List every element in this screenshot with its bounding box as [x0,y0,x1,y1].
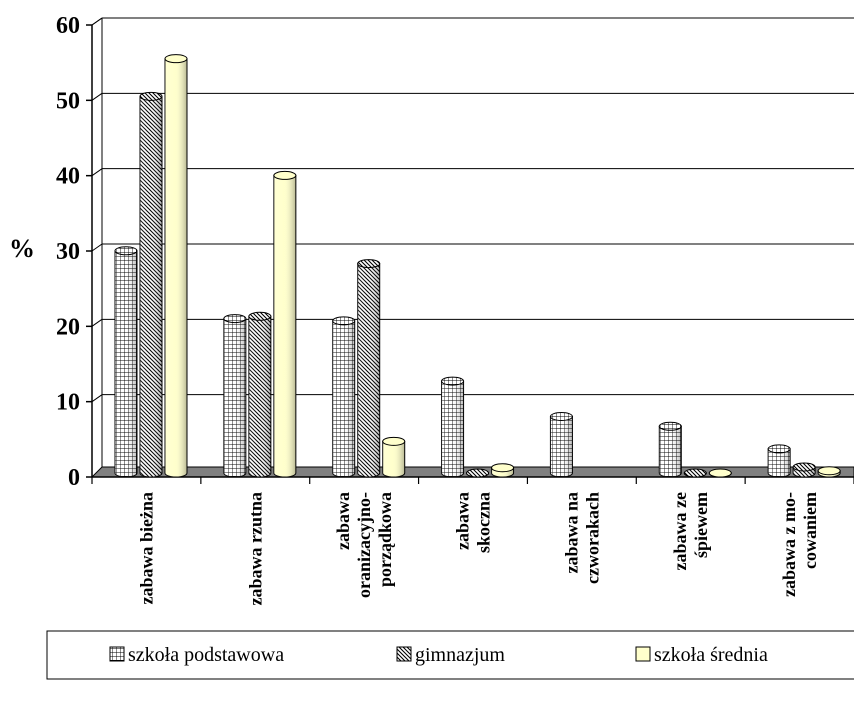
bar-top [357,259,381,269]
y-ticks: 0 10 20 30 40 50 60 [56,13,854,491]
legend-swatch [635,646,651,662]
legend-label: szkoła średnia [654,644,768,666]
bar-top [792,462,816,472]
bar [248,311,272,478]
gridline-depth [91,394,103,403]
bar-top [382,436,406,446]
gridline-depth [91,92,103,101]
legend: szkoła podstawowa gimnazjum szkoła średnia [109,644,768,666]
bar [708,468,732,478]
bar [382,436,406,478]
bar-top [114,246,138,256]
x-category-label: skoczna [474,492,494,553]
bar-top [767,444,791,454]
bar-shading [441,381,464,477]
legend-label: gimnazjum [415,644,505,666]
bar-shading [223,318,246,477]
bar [683,468,707,478]
gridlines [91,17,854,403]
bar [658,421,682,478]
bar-top [332,316,356,326]
gridline-depth [91,243,103,252]
bar [164,54,188,478]
bar-shading [165,58,187,478]
bar-top [139,91,163,101]
bar-shading [659,426,682,477]
bar-top [248,311,272,321]
legend-swatch [109,646,125,662]
x-category-label: śpiewem [691,492,711,558]
bar [332,316,356,478]
gridline-depth [91,318,103,327]
y-tick-label: 20 [56,314,80,340]
x-labels: zabawa bieżna zabawa rzutna zabawa oranizac… [136,492,820,606]
bar [114,246,138,478]
bar [466,468,490,478]
y-tick-label: 60 [56,13,80,39]
legend-label: szkoła podstawowa [128,644,284,666]
y-axis-label: % [9,234,35,263]
gridline-depth [91,168,103,177]
bar-top [683,468,707,478]
bar [357,259,381,478]
y-tick-label: 10 [56,390,80,416]
y-tick-label: 30 [56,239,80,265]
bar-top [273,170,297,180]
bar-shading [382,441,405,477]
legend-box [46,630,854,680]
y-tick-label: 0 [68,465,80,491]
x-category-label: oranizacyjno- [354,492,374,598]
x-category-label: zabawa bieżna [136,492,156,605]
bar [491,463,515,478]
bar-shading [550,416,573,477]
bar-top [549,412,573,421]
bar-top [164,54,188,64]
y-tick-label: 50 [56,88,80,114]
bar [767,444,791,478]
bar-shading [248,316,271,477]
bar-top [658,421,682,431]
gridline-depth [91,17,103,26]
x-category-label: zabawa ze [670,492,690,570]
bar-shading [332,320,355,477]
bar-shading [768,448,791,477]
bar-top [223,314,247,324]
bar [549,412,573,478]
bar [817,466,841,478]
bar-top [491,463,515,473]
bar-shading [357,263,380,477]
bar-top [466,468,490,478]
x-category-label: zabawa rzutna [245,492,265,606]
bar [441,376,465,478]
x-category-label: porządkowa [375,492,395,587]
bar-top [441,376,465,386]
bar [223,314,247,478]
x-category-label: cowaniem [800,492,820,569]
bar-top [817,466,841,476]
bar-shading [115,250,137,477]
y-tick-label: 40 [56,164,80,190]
x-category-label: czworakach [582,492,602,584]
bar-top [708,468,732,478]
bar-shading [140,96,162,477]
x-category-label: zabawa [333,492,353,550]
bar-shading [273,175,296,477]
bars [114,54,841,478]
bar [139,91,163,478]
bar [792,462,816,478]
bar [273,170,297,478]
x-category-label: zabawa na [561,492,581,574]
x-category-label: zabawa z mo- [779,492,799,597]
x-category-label: zabawa [453,492,473,550]
legend-swatch [396,646,412,662]
